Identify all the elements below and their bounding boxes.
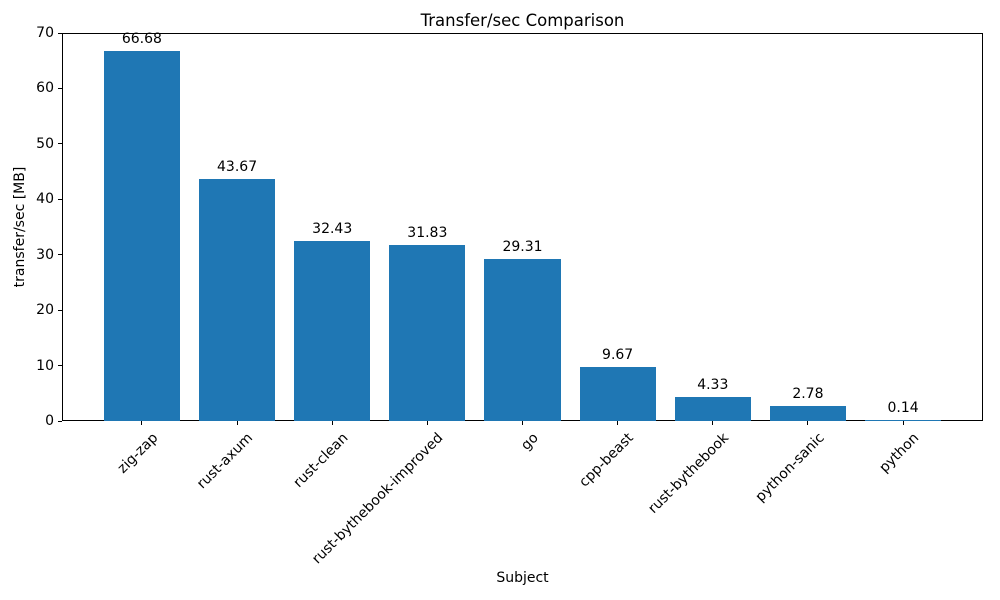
y-tick-label: 40 — [36, 191, 54, 208]
bar-value-label: 29.31 — [502, 238, 543, 255]
x-tick-mark — [712, 421, 714, 425]
bar — [579, 367, 656, 421]
bar — [769, 405, 846, 421]
bar — [484, 258, 561, 421]
y-tick-mark — [58, 365, 62, 367]
x-tick-label: rust-clean — [290, 430, 352, 491]
x-axis-label: Subject — [496, 570, 549, 586]
y-tick-mark — [58, 309, 62, 311]
bar-value-label: 66.68 — [121, 31, 162, 48]
bar-value-label: 32.43 — [312, 221, 353, 238]
x-tick-label: zig-zap — [114, 430, 162, 477]
y-tick-mark — [58, 143, 62, 145]
y-tick-label: 60 — [36, 80, 54, 97]
x-tick-label: cpp-beast — [576, 430, 637, 491]
bar — [103, 51, 180, 421]
x-tick-label: rust-bythebook — [645, 430, 733, 517]
y-tick-mark — [58, 254, 62, 256]
bar — [674, 396, 751, 421]
x-tick-label: python-sanic — [752, 430, 828, 506]
x-tick-mark — [617, 421, 619, 425]
y-tick-label: 20 — [36, 302, 54, 319]
bar-value-label: 43.67 — [217, 158, 258, 175]
bar — [199, 178, 276, 421]
y-axis-label: transfer/sec [MB] — [12, 166, 28, 288]
x-tick-mark — [141, 421, 143, 425]
x-tick-mark — [902, 421, 904, 425]
bar-value-label: 0.14 — [887, 400, 919, 417]
chart-title: Transfer/sec Comparison — [420, 11, 625, 30]
x-tick-mark — [807, 421, 809, 425]
x-tick-mark — [426, 421, 428, 425]
bar — [865, 420, 942, 421]
x-tick-label: python — [876, 430, 923, 476]
bar — [389, 244, 466, 421]
y-tick-label: 30 — [36, 246, 54, 263]
x-tick-mark — [236, 421, 238, 425]
y-tick-label: 70 — [36, 25, 54, 41]
y-tick-label: 10 — [36, 357, 54, 374]
y-tick-mark — [58, 87, 62, 89]
y-tick-label: 50 — [36, 135, 54, 152]
y-tick-mark — [58, 420, 62, 422]
bar — [294, 241, 371, 421]
x-tick-mark — [522, 421, 523, 425]
bar-value-label: 2.78 — [792, 385, 824, 402]
bar-value-label: 31.83 — [407, 224, 448, 241]
bar-value-label: 9.67 — [602, 347, 634, 364]
x-tick-label: rust-axum — [194, 430, 257, 493]
x-tick-label: go — [518, 430, 542, 454]
bar-value-label: 4.33 — [697, 376, 729, 393]
y-tick-mark — [58, 198, 62, 200]
y-tick-mark — [58, 32, 62, 34]
x-tick-mark — [331, 421, 333, 425]
y-tick-label: 0 — [45, 413, 54, 429]
